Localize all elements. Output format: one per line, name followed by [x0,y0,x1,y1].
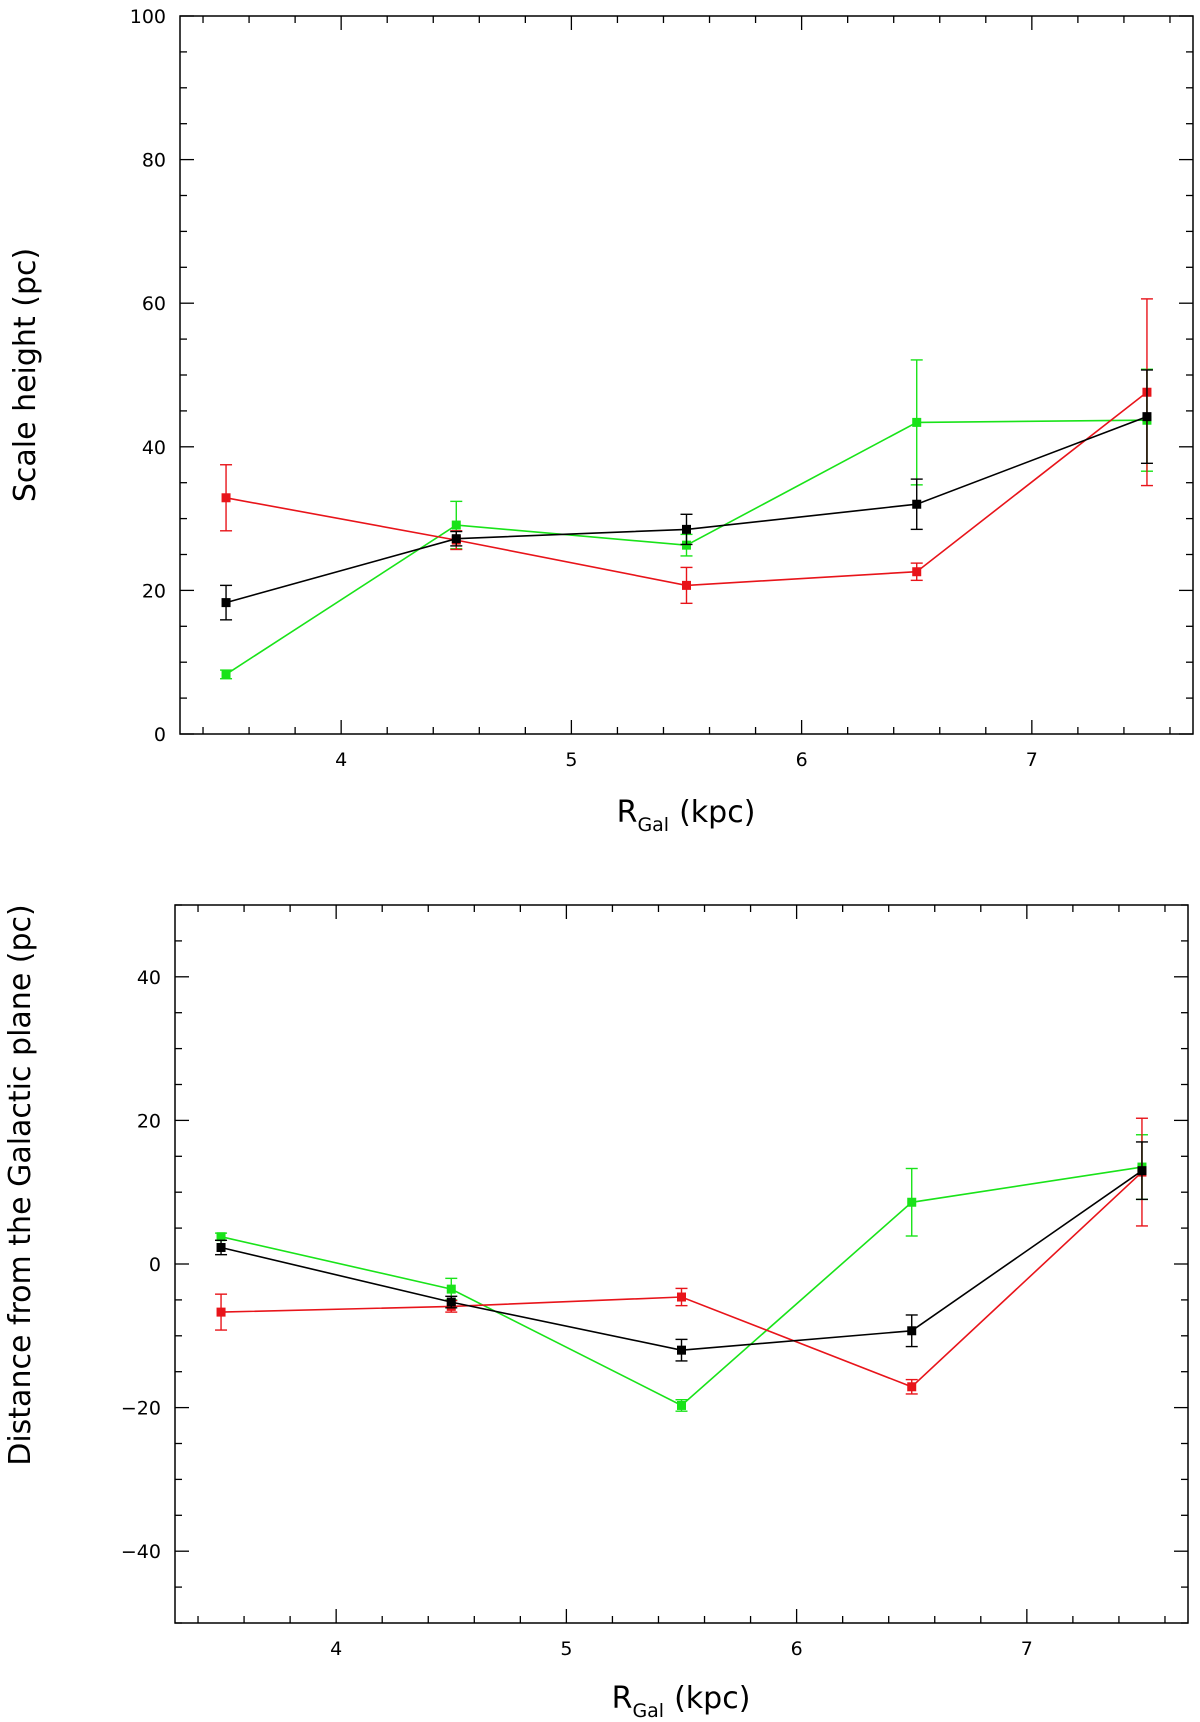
plot-frame [174,904,1189,1624]
data-point [221,669,231,679]
x-axis-label-sub: Gal [637,814,669,836]
data-point [221,598,231,608]
x-tick-label: 5 [560,1638,572,1660]
y-tick-label: 40 [142,437,166,459]
x-tick-label: 7 [1026,749,1038,771]
y-tick-label: 0 [154,724,166,746]
data-point [682,580,691,590]
y-tick-label: 80 [142,150,166,172]
plot-frame [179,15,1194,735]
scale-height-panel: 4 5 6 7 0 20 40 60 80 100 RGal (kpc) Scale height… [8,6,1194,836]
data-point [216,1242,226,1252]
data-point [907,1326,917,1336]
x-axis-label-unit: (kpc) [674,1681,750,1716]
y-tick-label: 20 [137,1110,161,1132]
data-point [216,1232,226,1242]
y-tick-label: −40 [121,1541,161,1563]
y-axis-label: Scale height (pc) [8,248,43,502]
data-point [912,499,922,509]
data-point [677,1345,686,1355]
series-green [215,1134,1148,1412]
series-red [220,298,1153,605]
series-black [220,369,1153,621]
data-point [907,1382,917,1392]
data-point [677,1292,686,1302]
data-point [451,520,461,530]
y-tick-label: −20 [121,1398,161,1420]
data-point [682,540,691,550]
y-tick-labels: −40 −20 0 20 40 [121,967,161,1563]
data-point [216,1307,226,1317]
x-tick-label: 6 [796,749,808,771]
series-line-green [220,1166,1143,1407]
galactic-plane-distance-panel: 4 5 6 7 −40 −20 0 20 40 RGal (kpc) Distance from… [3,904,1189,1722]
x-axis-label-main: R [617,795,638,830]
data-point [1137,1166,1147,1176]
data-point [446,1284,456,1294]
series-black [215,1141,1148,1362]
x-tick-labels: 4 5 6 7 [335,749,1038,771]
y-tick-label: 60 [142,293,166,315]
x-tick-label: 6 [791,1638,803,1660]
y-tick-labels: 0 20 40 60 80 100 [130,6,166,746]
data-point [912,567,922,577]
data-point [1142,412,1152,422]
x-tick-label: 4 [330,1638,342,1660]
x-tick-labels: 4 5 6 7 [330,1638,1033,1660]
series-layer [220,298,1153,680]
x-axis-label: RGal (kpc) [612,1681,751,1722]
y-tick-label: 40 [137,967,161,989]
y-tick-label: 20 [142,580,166,602]
x-tick-label: 5 [565,749,577,771]
series-line-black [220,1170,1143,1352]
data-point [677,1400,686,1410]
y-tick-label: 100 [130,6,166,28]
x-axis-label-main: R [612,1681,633,1716]
data-point [221,493,231,503]
y-tick-label: 0 [149,1254,161,1276]
x-axis-label-unit: (kpc) [679,795,755,830]
y-axis-label: Distance from the Galactic plane (pc) [3,904,38,1466]
data-point [451,534,461,544]
data-point [682,524,691,534]
x-tick-label: 4 [335,749,347,771]
data-point [446,1297,456,1307]
x-axis-label: RGal (kpc) [617,795,756,836]
axis-ticks [175,904,1188,1624]
x-tick-label: 7 [1021,1638,1033,1660]
axis-ticks [180,15,1193,735]
data-point [912,417,922,427]
series-layer [215,1117,1148,1412]
data-point [907,1197,917,1207]
x-axis-label-sub: Gal [632,1700,664,1722]
